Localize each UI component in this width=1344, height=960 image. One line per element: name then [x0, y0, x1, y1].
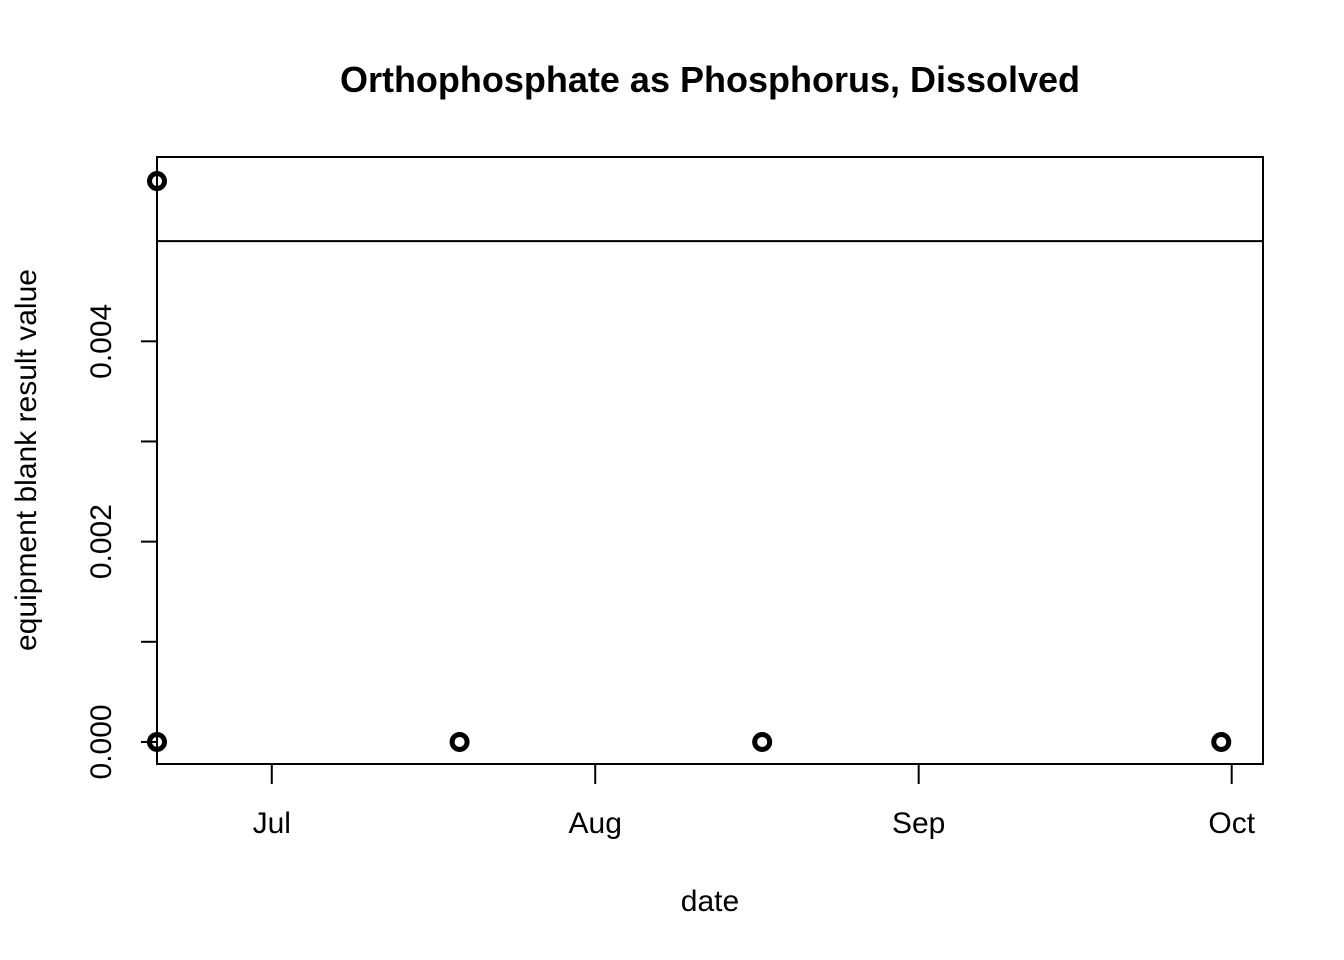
x-axis: Jul Aug Sep Oct: [253, 764, 1256, 840]
data-point: [1211, 731, 1232, 752]
plot-frame: [156, 156, 1264, 765]
y-tick-label: 0.002: [85, 504, 118, 579]
data-point: [449, 731, 470, 752]
y-tick-label: 0.004: [85, 304, 118, 379]
data-point: [147, 731, 167, 752]
y-axis-label: equipment blank result value: [10, 269, 43, 651]
x-tick-label: Oct: [1208, 807, 1255, 840]
data-point: [752, 731, 773, 752]
x-axis-label: date: [681, 885, 739, 918]
x-tick-label: Sep: [892, 807, 945, 840]
y-axis: 0.000 0.002 0.004: [85, 304, 157, 780]
x-tick-label: Jul: [253, 807, 291, 840]
data-point: [147, 171, 167, 192]
x-tick-label: Aug: [569, 807, 622, 840]
chart-title: Orthophosphate as Phosphorus, Dissolved: [340, 59, 1080, 100]
data-points: [147, 171, 1232, 752]
y-tick-label: 0.000: [85, 704, 118, 779]
